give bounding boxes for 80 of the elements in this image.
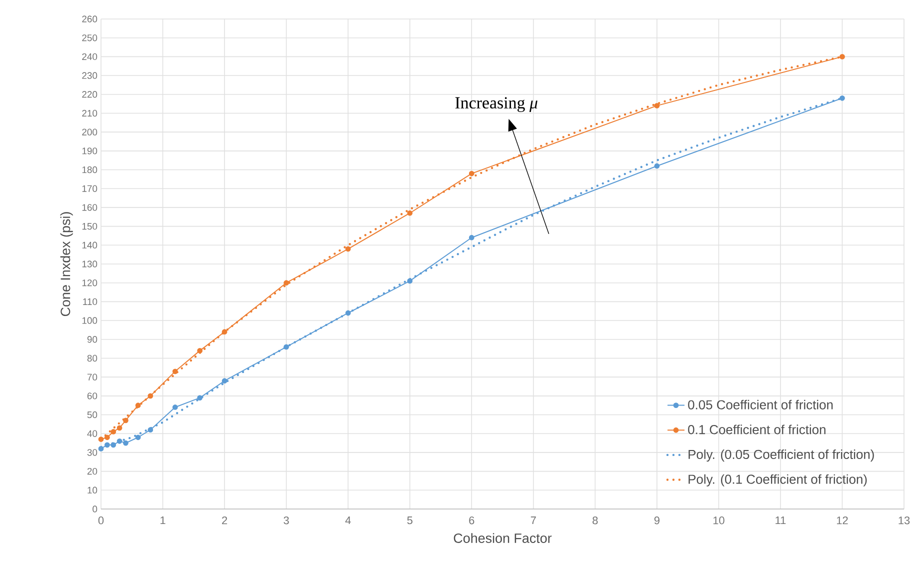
y-tick-label: 240 [82,53,98,60]
legend-label: Poly. (0.05 Coefficient of friction) [688,450,874,462]
x-tick-label: 2 [222,516,228,524]
y-tick-label: 40 [87,430,98,437]
y-tick-label: 30 [87,449,98,456]
y-tick-label: 0 [92,506,98,512]
x-tick-label: 6 [469,516,474,524]
point [840,54,845,60]
point [345,310,351,316]
point [468,234,474,240]
point [284,344,290,350]
x-tick-label: 4 [345,516,351,524]
x-tick-label: 7 [530,516,536,524]
point [148,393,154,399]
point [197,395,203,400]
point [172,404,178,410]
x-tick-label: 10 [713,516,724,524]
y-tick-label: 90 [87,336,98,343]
point [104,434,110,440]
point [468,170,474,176]
y-tick-label: 100 [82,317,98,324]
legend-label: 0.1 Coefficient of friction [688,424,826,434]
y-tick-label: 110 [83,298,98,306]
point [840,95,845,101]
point [222,378,228,384]
x-tick-label: 3 [284,516,289,524]
x-tick-label: 0 [98,516,104,524]
x-tick-label: 11 [776,516,786,524]
point [104,442,110,448]
y-tick-label: 80 [87,354,98,362]
point [654,102,660,108]
y-tick-label: 70 [87,374,98,380]
point [148,427,154,433]
point [98,446,104,452]
point [407,278,413,284]
y-tick-label: 200 [82,128,98,136]
point [197,348,203,354]
y-tick-label: 150 [82,222,98,230]
y-tick-label: 10 [88,486,98,494]
y-tick-label: 50 [87,411,98,418]
y-tick-label: 220 [82,91,98,98]
y-tick-label: 170 [82,185,98,192]
annotation: Increasing μ [455,97,538,112]
point [172,368,178,374]
point [98,436,104,442]
point [345,246,351,252]
x-tick-label: 1 [160,516,166,524]
x-tick-label: 13 [898,516,910,524]
y-tick-label: 210 [82,110,98,117]
x-axis-title: Cohesion Factor [454,533,552,543]
point [135,434,141,440]
y-tick-label: 190 [82,148,98,154]
legend-label: 0.05 Coefficient of friction [688,400,833,410]
point [116,425,122,431]
y-axis-title: Cone Inxdex (psi) [60,212,73,316]
y-tick-label: 230 [82,72,98,79]
point [654,163,660,169]
point [110,442,116,448]
legend-label: Poly. (0.1 Coefficient of friction) [688,474,867,486]
y-tick-label: 260 [82,16,98,22]
y-tick-label: 60 [87,392,98,400]
y-tick-label: 160 [82,204,98,211]
x-tick-label: 9 [654,516,660,524]
point [407,210,413,216]
point [222,329,228,335]
point [284,280,290,286]
y-tick-label: 130 [82,260,98,268]
y-tick-label: 180 [82,166,98,174]
x-tick-label: 8 [592,516,598,524]
point [123,440,128,446]
point [135,402,141,408]
point [116,438,122,444]
y-tick-label: 120 [82,279,98,286]
x-tick-label: 5 [407,516,412,524]
y-tick-label: 20 [87,468,98,475]
y-tick-label: 140 [82,242,98,249]
y-tick-label: 250 [82,34,98,42]
point [123,418,128,424]
x-tick-label: 12 [836,516,848,524]
point [110,429,116,434]
